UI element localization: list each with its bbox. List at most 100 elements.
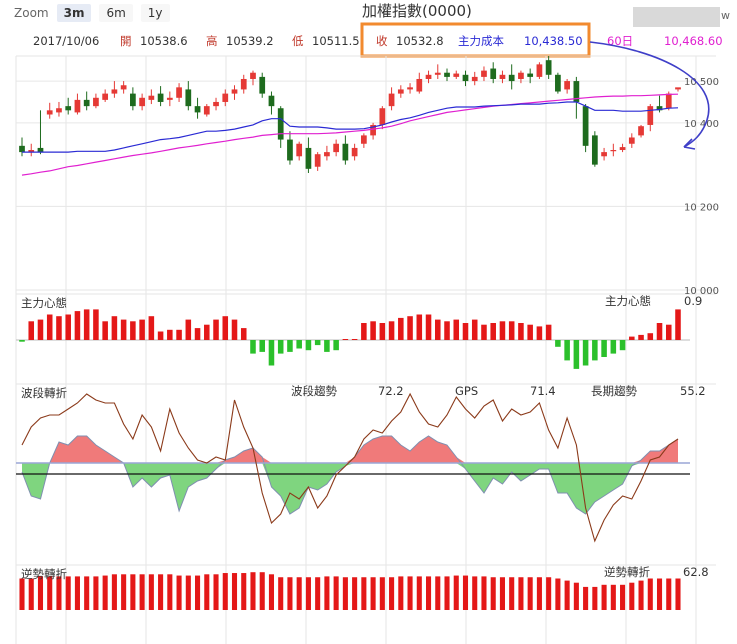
mood-bar-68 — [647, 333, 654, 340]
info-high-label: 高 — [206, 34, 218, 48]
info-ma-value: 10,468.60 — [664, 34, 723, 48]
candle-body-52 — [499, 74, 506, 79]
candle-body-60 — [573, 81, 580, 102]
candle-body-67 — [638, 126, 644, 136]
mood-bar-13 — [139, 319, 145, 340]
candle-body-24 — [240, 78, 247, 90]
mood-bar-35 — [342, 339, 349, 340]
reverse-bar-31 — [305, 577, 311, 610]
mood-bar-26 — [259, 340, 265, 352]
price-y-tick-label-1: 10 400 — [684, 119, 719, 130]
price-y-tick-label-0: 10 500 — [684, 77, 719, 88]
reverse-bar-54 — [518, 577, 524, 610]
mood-bar-7 — [83, 309, 90, 340]
mood-panel — [16, 309, 690, 369]
candle-body-18 — [185, 89, 192, 107]
candle-body-23 — [231, 89, 238, 94]
reverse-bar-43 — [416, 576, 422, 610]
reverse-bar-36 — [352, 577, 358, 610]
mood-bar-42 — [407, 316, 413, 340]
reverse-bar-71 — [675, 578, 681, 610]
reverse-bar-66 — [629, 582, 635, 610]
zoom-6m-button[interactable]: 6m — [99, 4, 133, 22]
mood-bar-10 — [111, 316, 118, 340]
info-close-value: 10532.8 — [396, 34, 444, 48]
candle-body-1 — [28, 150, 35, 153]
mood-bar-8 — [93, 309, 99, 340]
reverse-bar-4 — [56, 576, 62, 610]
mood-bar-4 — [56, 316, 62, 340]
reverse-bar-29 — [287, 577, 293, 610]
mood-bar-23 — [231, 319, 238, 340]
reverse-bar-48 — [462, 575, 469, 610]
mood-bar-27 — [268, 340, 275, 366]
zoom-label: Zoom — [14, 6, 49, 20]
mood-bar-22 — [222, 316, 229, 340]
mood-bar-48 — [462, 323, 469, 340]
candle-body-65 — [619, 147, 626, 151]
candle-body-25 — [250, 72, 256, 79]
reverse-bar-58 — [555, 578, 561, 610]
reverse-bar-7 — [84, 576, 90, 610]
reverse-panel — [19, 572, 681, 610]
reverse-bar-65 — [620, 584, 626, 610]
mood-bar-29 — [287, 340, 293, 352]
mood-bar-0 — [19, 340, 25, 342]
candle-body-30 — [296, 143, 303, 157]
candle-body-39 — [379, 108, 386, 125]
candle-body-20 — [203, 106, 210, 115]
mood-bar-16 — [167, 329, 173, 340]
mood-bar-17 — [176, 329, 182, 340]
candle-body-16 — [166, 97, 173, 100]
reverse-bar-70 — [666, 578, 672, 610]
mood-bar-37 — [361, 323, 367, 340]
reverse-bar-17 — [176, 575, 182, 610]
candle-body-43 — [416, 78, 423, 92]
mood-bar-1 — [28, 321, 35, 340]
reverse-bar-33 — [324, 576, 330, 610]
candle-body-17 — [176, 87, 182, 98]
reverse-bar-12 — [130, 574, 136, 610]
mood-bar-71 — [675, 309, 681, 340]
wave-negative-area — [22, 463, 678, 514]
zoom-1y-button[interactable]: 1y — [140, 4, 170, 22]
mood-bar-67 — [638, 334, 644, 340]
reverse-bar-68 — [647, 578, 653, 610]
candle-body-26 — [259, 76, 266, 94]
mood-bar-15 — [157, 331, 164, 340]
mood-bar-53 — [508, 321, 515, 340]
reverse-bar-38 — [370, 577, 376, 610]
mood-bar-2 — [37, 319, 44, 340]
reverse-bar-0 — [19, 578, 25, 610]
mood-bar-24 — [240, 328, 247, 340]
reverse-bar-19 — [195, 575, 201, 610]
mood-bar-49 — [471, 319, 478, 340]
candle-body-45 — [434, 72, 441, 75]
candle-body-42 — [407, 87, 413, 90]
candle-body-32 — [314, 154, 321, 167]
candle-body-12 — [130, 93, 136, 107]
mood-bar-12 — [130, 321, 136, 340]
reverse-bar-67 — [638, 580, 644, 610]
mood-bar-43 — [416, 314, 423, 340]
mood-bar-25 — [250, 340, 256, 354]
reverse-bar-42 — [407, 576, 413, 610]
reverse-bar-1 — [28, 578, 34, 610]
reverse-bar-21 — [213, 574, 219, 610]
candle-body-56 — [536, 64, 543, 77]
reverse-bar-26 — [259, 572, 265, 610]
mood-panel-label-right: 主力心態 — [605, 294, 651, 308]
reverse-bar-28 — [278, 577, 284, 610]
mood-bar-64 — [610, 340, 617, 354]
reverse-bar-57 — [546, 577, 552, 610]
mood-bar-5 — [65, 314, 71, 340]
long-trend-label: 長期趨勢 — [591, 384, 637, 398]
reverse-bar-25 — [250, 572, 256, 610]
mood-bar-52 — [499, 321, 506, 340]
reverse-bar-20 — [204, 574, 210, 610]
candle-body-68 — [647, 106, 654, 125]
info-open-value: 10538.6 — [140, 34, 188, 48]
candle-body-41 — [397, 89, 404, 94]
zoom-3m-button[interactable]: 3m — [56, 4, 92, 22]
mood-bar-63 — [601, 340, 607, 357]
